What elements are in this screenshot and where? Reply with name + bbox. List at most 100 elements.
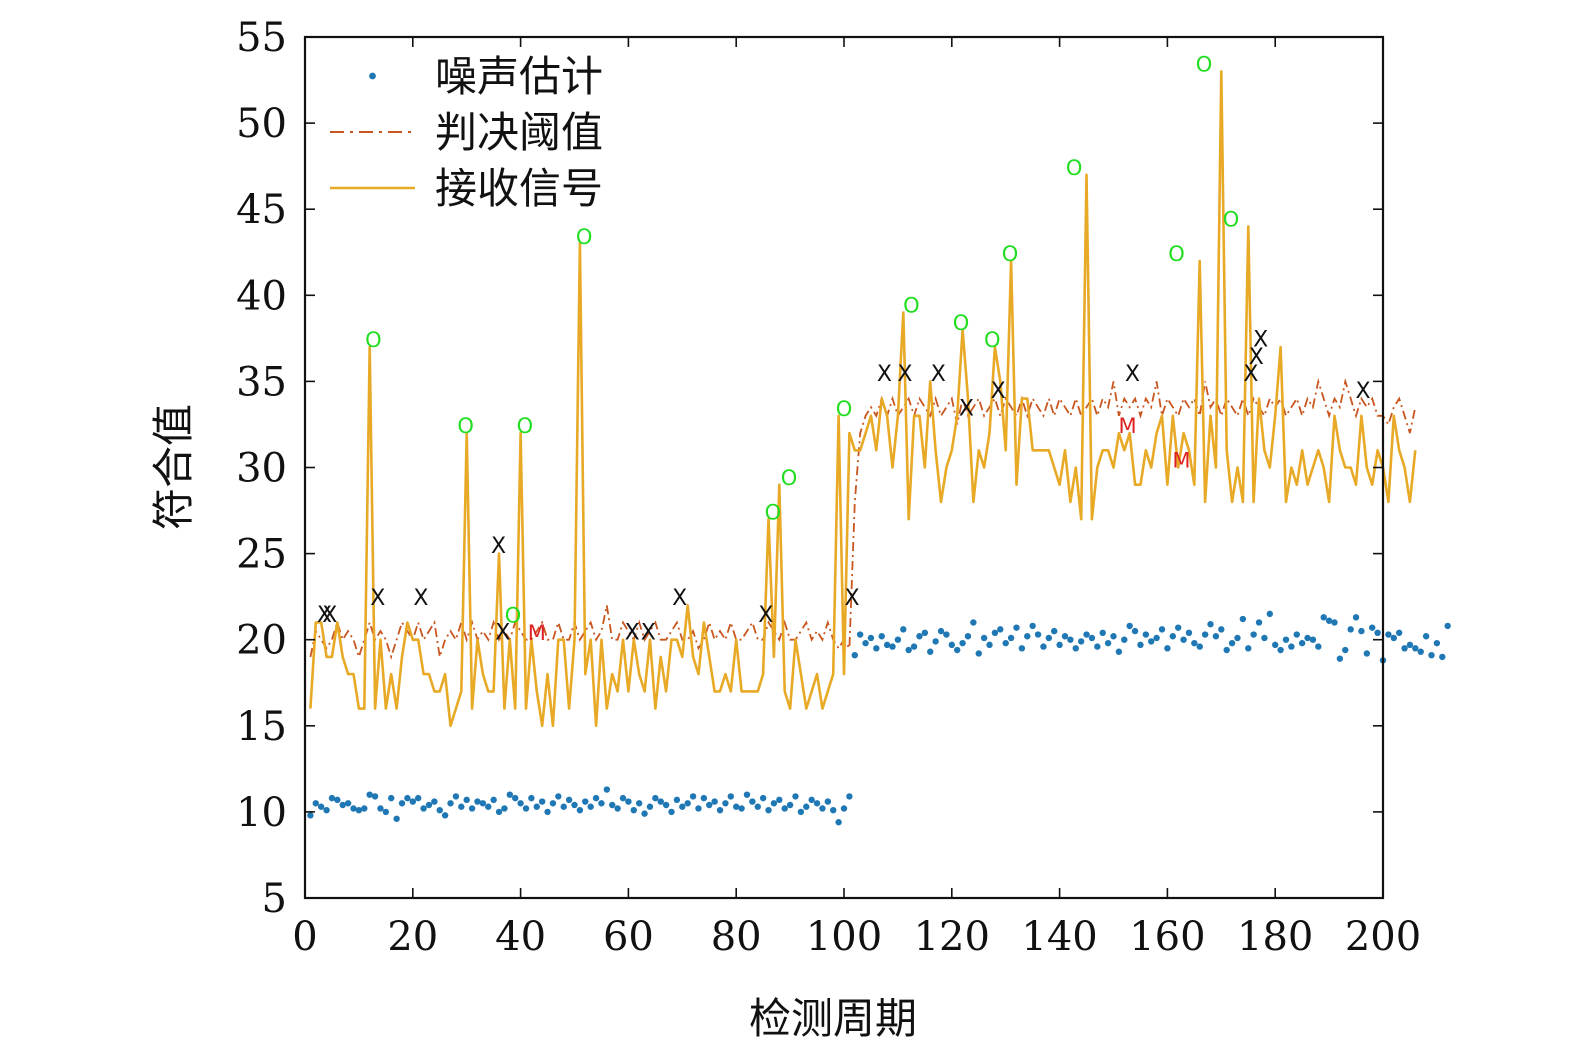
noise-point xyxy=(490,796,497,804)
noise-point xyxy=(1406,641,1414,649)
noise-point xyxy=(867,634,875,642)
noise-point xyxy=(937,627,945,635)
noise-point xyxy=(598,800,605,807)
noise-point xyxy=(522,805,530,812)
y-tick-label: 5 xyxy=(262,876,287,922)
noise-point xyxy=(657,798,664,805)
noise-point xyxy=(625,798,632,805)
x-tick-label: 0 xyxy=(292,914,317,960)
noise-point xyxy=(953,646,961,654)
noise-point xyxy=(1212,633,1220,640)
noise-point xyxy=(328,794,336,802)
noise-point xyxy=(420,805,427,812)
noise-point xyxy=(846,793,853,800)
noise-point xyxy=(1077,638,1085,645)
noise-point xyxy=(997,626,1004,633)
noise-point xyxy=(350,805,357,812)
noise-point xyxy=(1390,634,1397,642)
noise-point xyxy=(1185,629,1193,637)
noise-point xyxy=(1218,626,1225,633)
legend-label: 接收信号 xyxy=(435,164,603,213)
noise-point xyxy=(1422,633,1430,640)
series-line-signal xyxy=(309,70,1417,728)
marker-m: M xyxy=(1118,414,1136,438)
noise-point xyxy=(635,800,643,807)
x-tick-label: 80 xyxy=(711,914,762,960)
noise-point xyxy=(1412,645,1419,652)
noise-point xyxy=(776,796,783,804)
noise-point xyxy=(948,641,955,649)
noise-point xyxy=(1304,634,1311,642)
noise-point xyxy=(851,651,858,659)
marker-o: O xyxy=(984,328,1001,352)
noise-point xyxy=(641,810,648,817)
axes: 0 20 40 60 80 100 120 140 160 180 200 5 10 15 20 25 30 35… xyxy=(236,15,1421,960)
noise-point xyxy=(307,812,314,819)
noise-point xyxy=(592,794,600,802)
noise-point xyxy=(749,798,756,805)
noise-point xyxy=(770,800,778,807)
y-tick-label: 30 xyxy=(236,446,287,492)
marker-o: O xyxy=(1066,156,1083,180)
noise-point xyxy=(474,798,481,805)
noise-point xyxy=(431,798,438,805)
noise-point xyxy=(646,803,654,810)
marker-o: O xyxy=(457,414,474,438)
noise-point xyxy=(921,629,929,637)
noise-point xyxy=(878,633,885,640)
marker-x: X xyxy=(317,603,332,628)
noise-point xyxy=(932,638,939,645)
noise-point xyxy=(512,794,519,802)
noise-point xyxy=(1369,624,1376,631)
noise-point xyxy=(366,791,373,798)
noise-point xyxy=(668,808,675,816)
noise-point xyxy=(830,806,837,814)
marker-x: X xyxy=(877,362,892,387)
noise-point xyxy=(544,808,551,816)
noise-point xyxy=(1277,646,1284,654)
marker-x: X xyxy=(845,586,860,611)
marker-o: O xyxy=(1223,208,1240,232)
noise-point xyxy=(1040,643,1047,650)
noise-point xyxy=(555,793,562,800)
noise-point xyxy=(1331,619,1338,626)
y-tick-label: 45 xyxy=(236,187,287,233)
x-tick-label: 120 xyxy=(914,914,990,960)
noise-point xyxy=(970,619,977,626)
noise-point xyxy=(458,803,465,810)
noise-point xyxy=(1088,634,1096,642)
noise-point xyxy=(1325,617,1333,624)
marker-o: O xyxy=(781,466,798,490)
noise-point xyxy=(1234,634,1241,642)
marker-x: X xyxy=(758,603,773,628)
noise-point xyxy=(1245,645,1252,652)
noise-point xyxy=(603,786,611,793)
noise-point xyxy=(1083,631,1090,638)
noise-point xyxy=(883,641,891,649)
x-tick-label: 200 xyxy=(1345,914,1421,960)
series-line-threshold xyxy=(309,377,1417,660)
marker-o: O xyxy=(1002,242,1019,266)
noise-point xyxy=(485,803,492,810)
noise-point xyxy=(1433,639,1441,647)
noise-point xyxy=(722,800,729,807)
noise-point xyxy=(1142,631,1150,638)
noise-point xyxy=(576,806,584,814)
noise-point xyxy=(652,794,659,802)
marker-x: X xyxy=(413,586,428,611)
noise-point xyxy=(975,650,982,657)
x-tick-label: 140 xyxy=(1021,914,1097,960)
noise-point xyxy=(943,631,950,638)
noise-point xyxy=(1104,639,1112,647)
x-tick-label: 60 xyxy=(603,914,654,960)
noise-point xyxy=(1401,645,1408,652)
noise-point xyxy=(630,806,637,814)
noise-point xyxy=(1342,646,1349,654)
noise-point xyxy=(344,800,352,807)
marker-m: M xyxy=(1172,449,1190,473)
noise-point xyxy=(619,794,627,802)
noise-point xyxy=(1018,645,1026,652)
marker-x: X xyxy=(897,362,912,387)
noise-point xyxy=(1013,624,1020,631)
noise-point xyxy=(388,794,395,802)
